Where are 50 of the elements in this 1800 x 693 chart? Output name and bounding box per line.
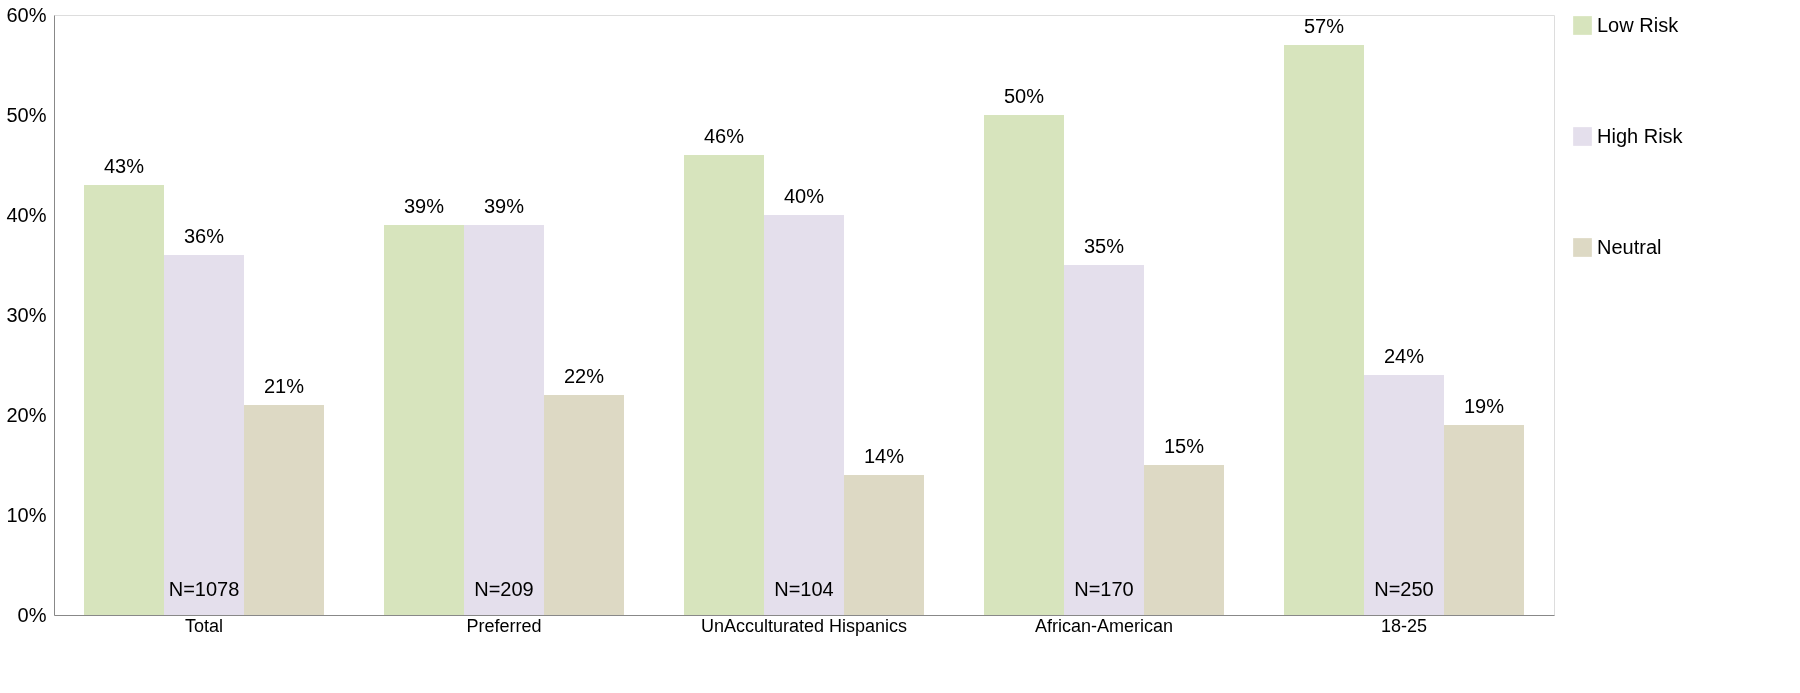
annotation: N=1078	[168, 578, 240, 600]
bar	[1364, 375, 1444, 615]
bar	[164, 255, 244, 615]
annotation: N=209	[474, 578, 534, 600]
data-label: 21%	[263, 375, 305, 397]
data-label: 39%	[483, 195, 525, 217]
annotation: N=104	[774, 578, 834, 600]
y-tick-label: 40%	[6, 203, 47, 226]
data-label: 43%	[103, 155, 145, 177]
data-label: 15%	[1163, 435, 1205, 457]
data-label: 24%	[1383, 345, 1425, 367]
bar	[1144, 465, 1224, 615]
y-tick-label: 0%	[17, 603, 47, 626]
legend-label: Neutral	[1597, 235, 1662, 258]
bar	[84, 185, 164, 615]
data-label: 57%	[1303, 15, 1345, 37]
data-label: 50%	[1003, 85, 1045, 107]
x-tick-label: 18-25	[1380, 615, 1428, 636]
x-tick-label: UnAcculturated Hispanics	[700, 615, 908, 636]
y-tick-label: 20%	[6, 403, 47, 426]
annotation: N=250	[1374, 578, 1434, 600]
bar	[1284, 45, 1364, 615]
data-label: 14%	[863, 445, 905, 467]
data-label: 46%	[703, 125, 745, 147]
bar	[684, 155, 764, 615]
x-tick-label: Preferred	[466, 615, 542, 636]
data-label: 39%	[403, 195, 445, 217]
y-tick-label: 50%	[6, 103, 47, 126]
bar	[844, 475, 924, 615]
data-label: 40%	[783, 185, 825, 207]
bar	[384, 225, 464, 615]
y-tick-label: 60%	[6, 3, 47, 26]
legend-label: High Risk	[1597, 124, 1684, 147]
data-label: 36%	[183, 225, 225, 247]
bar	[1064, 265, 1144, 615]
data-label: 19%	[1463, 395, 1505, 417]
y-tick-label: 10%	[6, 503, 47, 526]
data-label: 22%	[563, 365, 605, 387]
annotation: N=170	[1074, 578, 1134, 600]
y-tick-label: 30%	[6, 303, 47, 326]
data-label: 35%	[1083, 235, 1125, 257]
legend-label: Low Risk	[1597, 13, 1680, 36]
bar	[464, 225, 544, 615]
bar	[1444, 425, 1524, 615]
bar	[984, 115, 1064, 615]
x-tick-label: African-American	[1034, 615, 1174, 636]
bar	[244, 405, 324, 615]
bar	[544, 395, 624, 615]
bar	[764, 215, 844, 615]
x-tick-label: Total	[184, 615, 224, 636]
